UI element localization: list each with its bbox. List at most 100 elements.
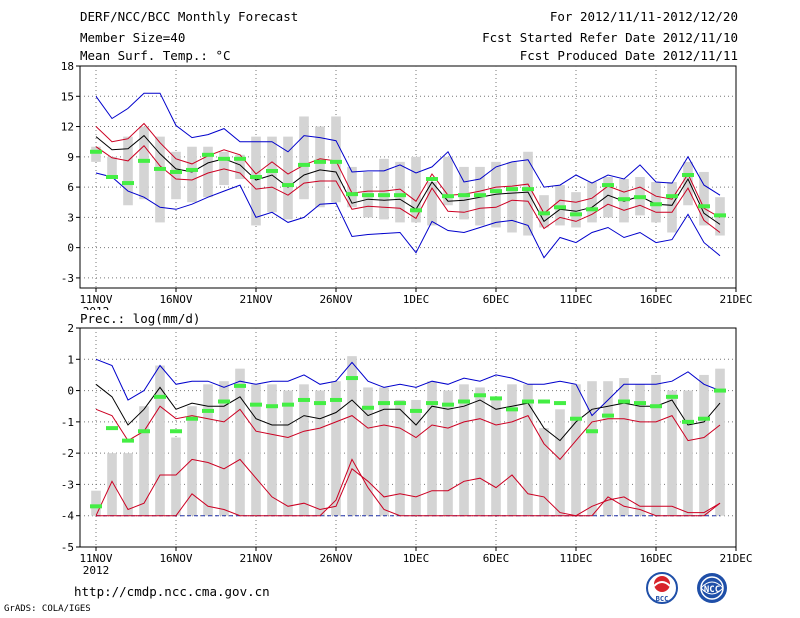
- temp-ytick-label: 18: [61, 60, 74, 73]
- temp-box: [443, 156, 453, 206]
- prec-box: [603, 381, 613, 516]
- temp-series-ensemble-max: [95, 92, 721, 196]
- grads-credit: GrADS: COLA/IGES: [4, 604, 91, 614]
- temp-box: [139, 126, 149, 200]
- temp-year-label: 2012: [83, 305, 110, 310]
- prec-ytick-label: 1: [67, 353, 74, 366]
- temp-xtick-label: 16NOV: [159, 293, 192, 306]
- prec-box: [107, 453, 117, 516]
- prec-box: [411, 399, 421, 516]
- prec-box: [251, 384, 261, 516]
- prec-panel-title: Prec.: log(mm/d): [80, 311, 200, 326]
- prec-xtick-label: 11NOV: [79, 552, 112, 565]
- prec-box: [571, 384, 581, 516]
- prec-ytick-label: -2: [61, 447, 74, 460]
- prec-box: [299, 384, 309, 516]
- temp-box: [555, 185, 565, 226]
- ncc-logo-text: NCC: [704, 585, 720, 595]
- figure-title: DERF/NCC/BCC Monthly Forecast: [80, 9, 299, 24]
- temp-xtick-label: 11DEC: [559, 293, 592, 306]
- temp-ytick-label: 3: [67, 211, 74, 224]
- temp-box: [571, 192, 581, 228]
- prec-box: [507, 384, 517, 516]
- temp-box: [299, 116, 309, 200]
- temp-box: [203, 146, 213, 198]
- prec-box: [683, 390, 693, 516]
- temp-box: [155, 136, 165, 223]
- prec-box: [203, 384, 213, 516]
- prec-box: [91, 490, 101, 516]
- temp-box: [187, 146, 197, 203]
- temp-box: [235, 154, 245, 180]
- temp-xtick-label: 26NOV: [319, 293, 352, 306]
- start-date-label: Fcst Started Refer Date 2012/11/10: [482, 30, 738, 45]
- prec-box: [555, 409, 565, 516]
- prec-series-ensemble-mean: [95, 383, 721, 442]
- temp-series-ensemble-upper: [95, 122, 721, 218]
- prec-xtick-label: 21DEC: [719, 552, 752, 565]
- prec-ytick-label: -5: [61, 541, 74, 554]
- temp-ytick-label: -3: [61, 272, 74, 285]
- temp-box: [683, 161, 693, 206]
- variable-label: Mean Surf. Temp.: °C: [80, 48, 231, 63]
- bcc-logo-text: BCC: [656, 595, 669, 603]
- temp-box: [699, 171, 709, 226]
- temp-ytick-label: 0: [67, 242, 74, 255]
- source-url[interactable]: http://cmdp.ncc.cma.gov.cn: [74, 584, 270, 599]
- temp-ytick-label: 6: [67, 181, 74, 194]
- temp-box: [507, 161, 517, 233]
- prec-box: [539, 428, 549, 516]
- temp-box: [411, 156, 421, 223]
- prec-ytick-label: 0: [67, 385, 74, 398]
- prec-xtick-label: 6DEC: [483, 552, 510, 565]
- prec-xtick-label: 16DEC: [639, 552, 672, 565]
- prec-ytick-label: -4: [61, 510, 75, 523]
- temp-box: [251, 136, 261, 226]
- prec-box: [667, 390, 677, 516]
- prec-series-ensemble-upper: [95, 405, 721, 461]
- temp-box: [651, 182, 661, 223]
- temp-box: [379, 158, 389, 220]
- prec-box: [283, 390, 293, 516]
- temp-box: [171, 151, 181, 200]
- prec-box: [395, 399, 405, 516]
- temp-xtick-label: 1DEC: [403, 293, 430, 306]
- temp-plot-frame: [79, 65, 737, 289]
- prec-xtick-label: 16NOV: [159, 552, 192, 565]
- prec-ytick-label: -3: [61, 478, 74, 491]
- prec-year-label: 2012: [83, 564, 110, 577]
- prec-box: [619, 378, 629, 516]
- prec-box: [171, 437, 181, 516]
- temperature-chart: -3 0 3 6 9 12 15 18 11NOV 16NOV 21NOV 26NOV 1DEC 6DEC…: [61, 60, 753, 310]
- temp-xtick-label: 21NOV: [239, 293, 272, 306]
- produced-date-label: Fcst Produced Date 2012/11/11: [519, 48, 738, 63]
- temp-xtick-label: 16DEC: [639, 293, 672, 306]
- temp-series-ensemble-min: [95, 172, 721, 259]
- prec-box: [155, 365, 165, 516]
- temp-box: [667, 182, 677, 233]
- member-size-label: Member Size=40: [80, 30, 186, 45]
- temp-ytick-label: 15: [61, 90, 74, 103]
- ncc-logo: NCC: [697, 573, 727, 603]
- prec-box: [315, 390, 325, 516]
- prec-box: [219, 381, 229, 516]
- prec-box: [475, 387, 485, 516]
- prec-ytick-label: 2: [67, 322, 74, 335]
- prec-box: [427, 381, 437, 516]
- temp-xtick-label: 11NOV: [79, 293, 112, 306]
- temp-xtick-label: 6DEC: [483, 293, 510, 306]
- temp-box: [459, 166, 469, 220]
- prec-box: [363, 387, 373, 516]
- agency-logos: BCC NCC: [646, 572, 727, 604]
- temp-box: [123, 136, 133, 206]
- temp-box: [523, 151, 533, 236]
- prec-box: [379, 387, 389, 516]
- temp-box: [91, 146, 101, 162]
- temp-box: [107, 156, 117, 177]
- prec-xtick-label: 1DEC: [403, 552, 430, 565]
- prec-box: [459, 384, 469, 516]
- temp-box: [539, 195, 549, 228]
- temp-box: [603, 177, 613, 218]
- prec-box: [347, 356, 357, 516]
